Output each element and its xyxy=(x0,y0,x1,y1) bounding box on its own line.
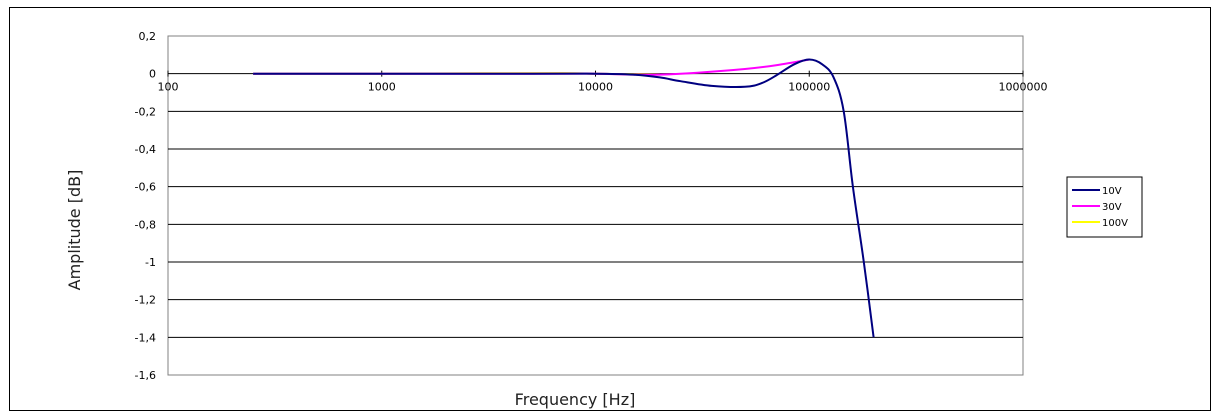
y-tick-label: -1,4 xyxy=(135,331,156,344)
y-tick-label: 0,2 xyxy=(139,30,157,43)
y-tick-labels: 0,2 0 -0,2 -0,4 -0,6 -0,8 -1 -1,2 -1,4 -1,6 xyxy=(135,30,156,382)
series-lines xyxy=(253,58,875,338)
gridlines xyxy=(168,110,1023,338)
y-tick-label: -0,2 xyxy=(135,105,156,118)
legend-label-100V: 100V xyxy=(1102,218,1128,229)
y-tick-label: -0,4 xyxy=(135,143,156,156)
y-tick-label: -1 xyxy=(145,256,156,269)
y-tick-label: -0,6 xyxy=(135,181,156,194)
y-axis-title: Amplitude [dB] xyxy=(65,170,84,291)
y-tick-label: -0,8 xyxy=(135,218,156,231)
x-axis-title: Frequency [Hz] xyxy=(515,390,636,409)
y-tick-label: -1,6 xyxy=(135,369,156,382)
legend: 10V 30V 100V xyxy=(1066,176,1143,238)
y-tick-label: -1,2 xyxy=(135,294,156,307)
x-tick-label: 10000 xyxy=(578,81,613,94)
legend-label-10V: 10V xyxy=(1102,186,1122,197)
legend-label-30V: 30V xyxy=(1102,202,1122,213)
plot-area xyxy=(167,35,1024,376)
x-tick-label: 1000000 xyxy=(999,81,1048,94)
series-line-10V xyxy=(253,58,875,338)
x-tick-label: 100000 xyxy=(788,81,830,94)
x-tick-label: 100 xyxy=(158,81,179,94)
x-tick-label: 1000 xyxy=(368,81,396,94)
y-tick-label: 0 xyxy=(149,68,156,81)
